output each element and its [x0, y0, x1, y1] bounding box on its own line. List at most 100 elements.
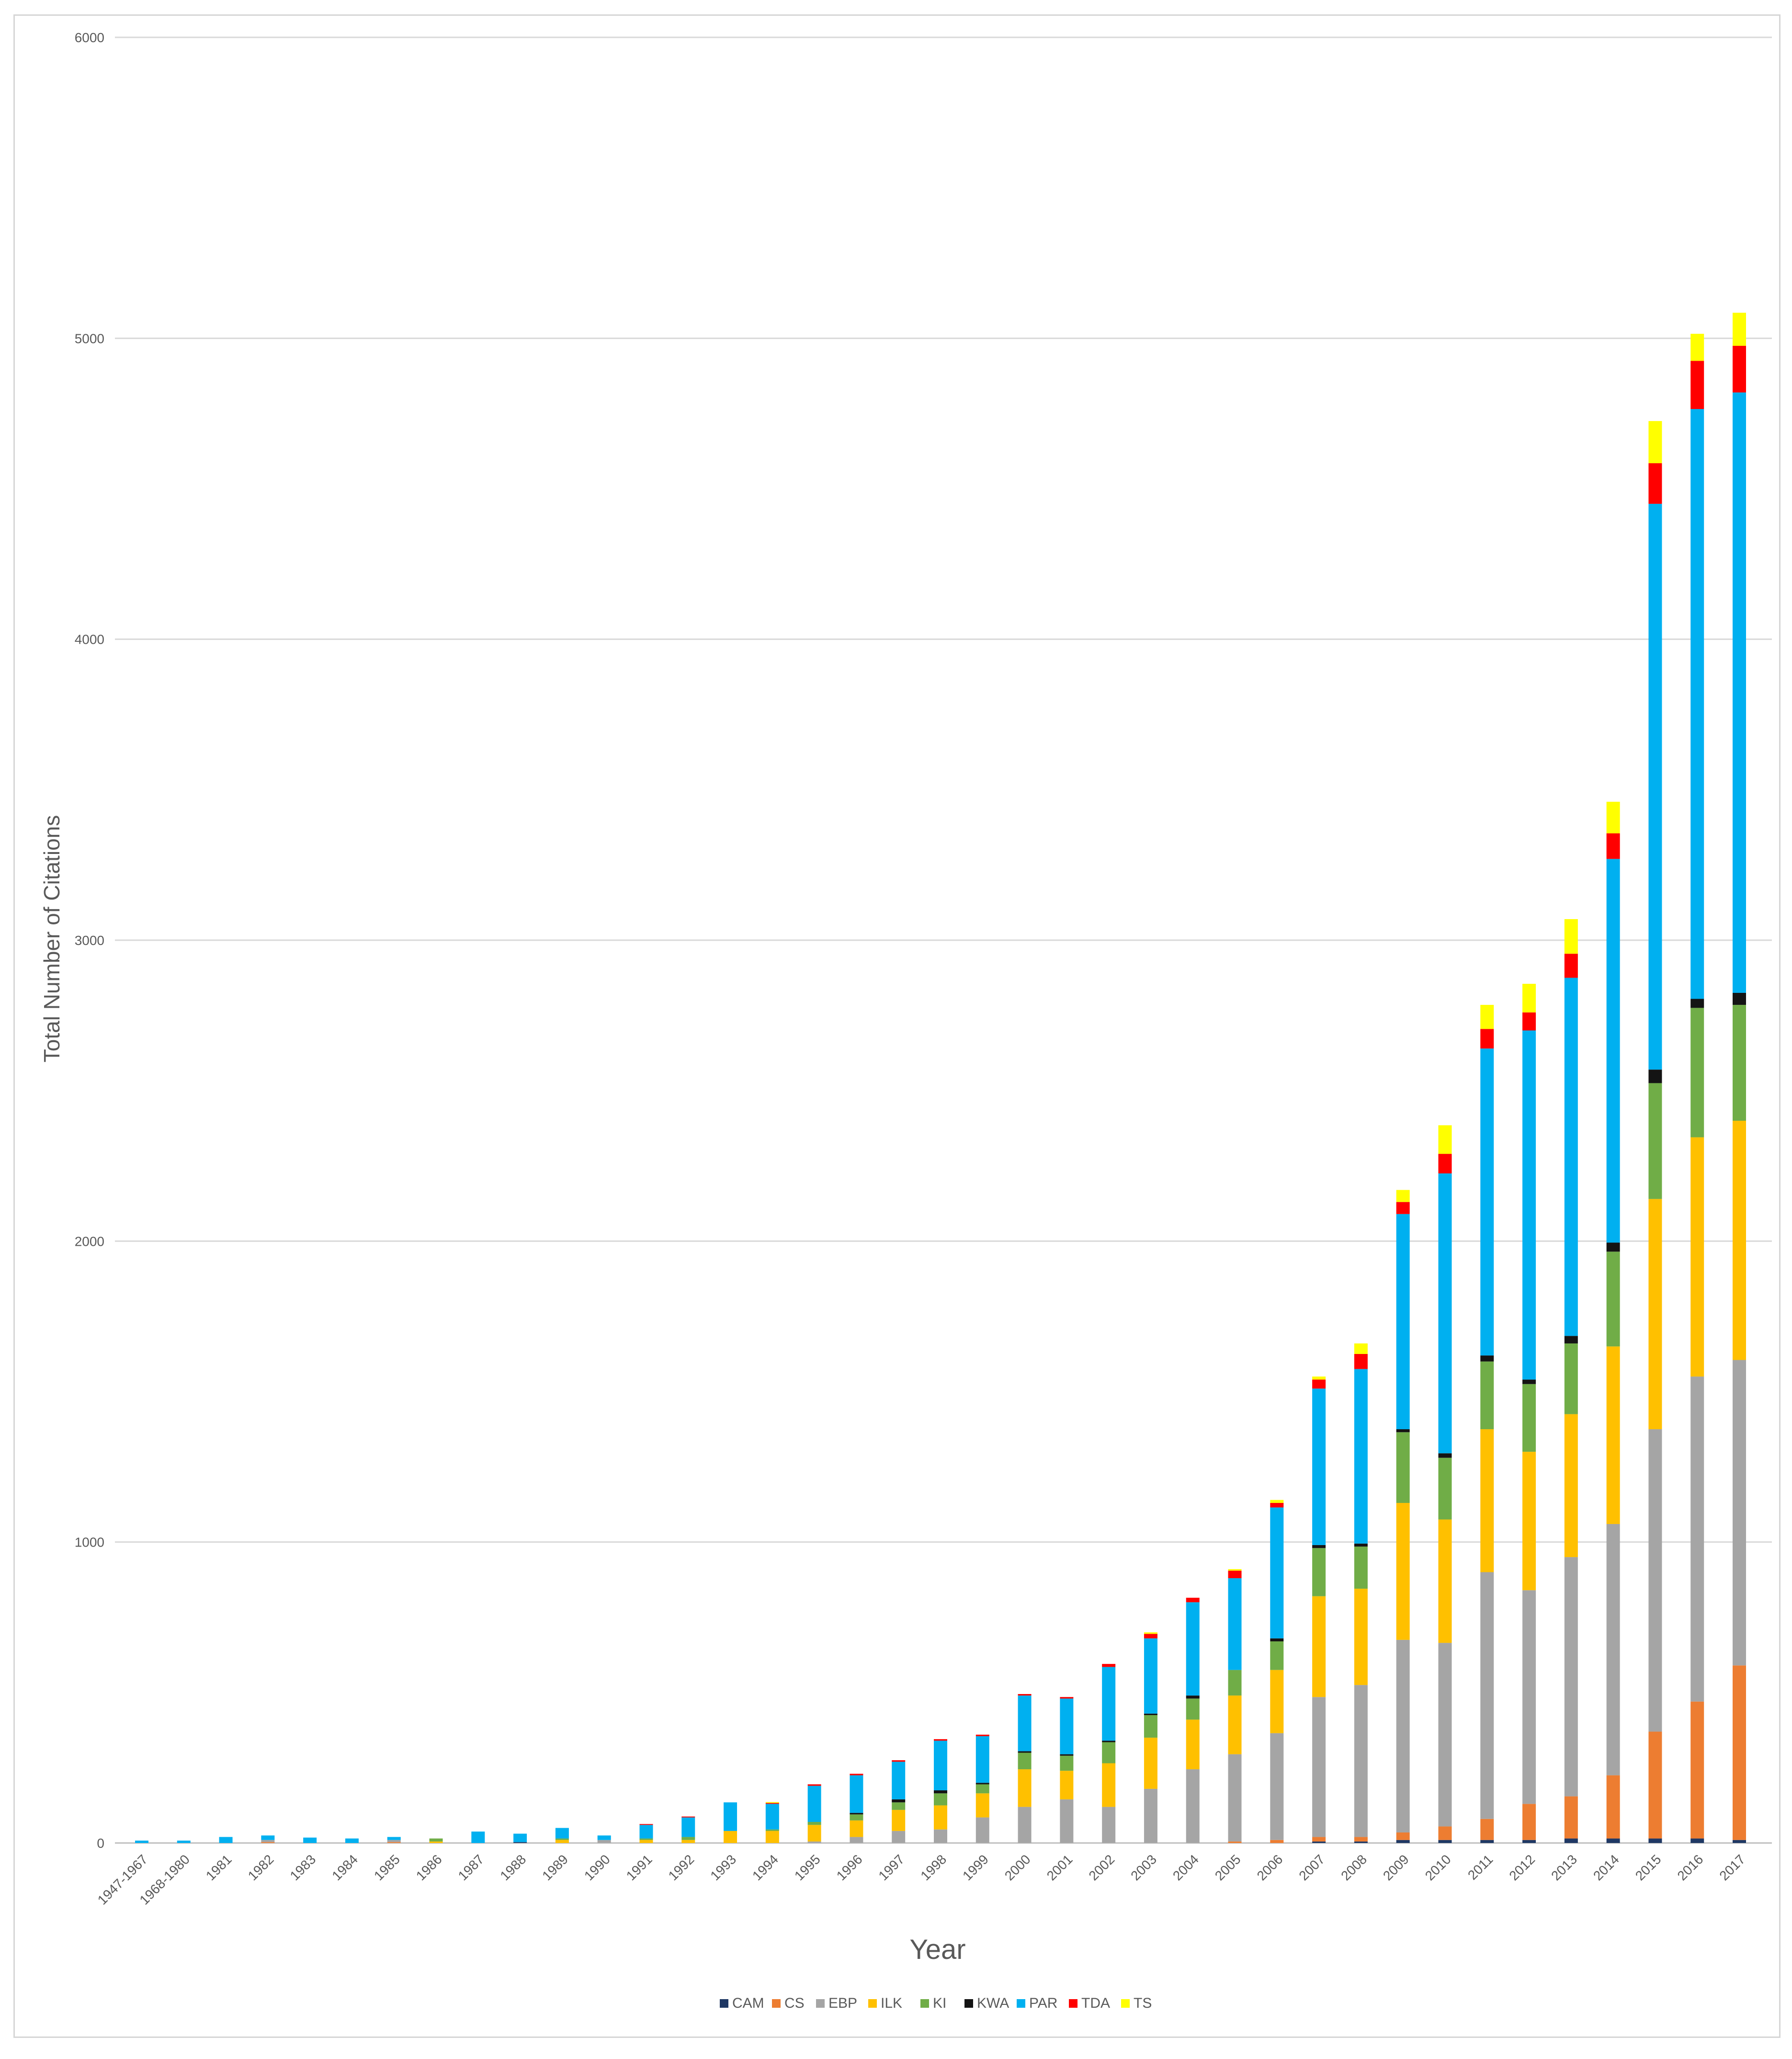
bar-segment-ilk [1396, 1502, 1410, 1640]
bar-segment-ebp [850, 1837, 863, 1843]
bar-segment-ilk [850, 1820, 863, 1837]
bar-segment-ki [975, 1784, 989, 1794]
bar-segment-ilk [1733, 1121, 1746, 1360]
bar-segment-ki [765, 1829, 779, 1831]
bar-segment-ts [1312, 1376, 1326, 1380]
legend-swatch-ki [920, 1999, 929, 2008]
x-tick-label: 2014 [1590, 1852, 1622, 1883]
bar-segment-kwa [1018, 1751, 1032, 1753]
bar-segment-ebp [975, 1817, 989, 1843]
bar-segment-ts [1396, 1190, 1410, 1202]
bar-segment-cs [1522, 1804, 1536, 1840]
x-tick-label: 1992 [666, 1852, 697, 1883]
bar-segment-tda [1606, 833, 1620, 859]
bar-segment-par [303, 1837, 317, 1843]
x-tick-label: 2017 [1716, 1852, 1748, 1883]
bar-segment-tda [1228, 1570, 1242, 1579]
legend-label-cs: CS [784, 1995, 805, 2011]
bar-segment-par [345, 1838, 359, 1843]
bar-segment-tda [765, 1803, 779, 1804]
bar-segment-ki [1564, 1343, 1578, 1414]
bar-segment-cam [1396, 1840, 1410, 1843]
bar-segment-cs [1648, 1731, 1662, 1839]
bar-segment-par [135, 1840, 148, 1843]
bar-segment-ts [1564, 919, 1578, 954]
bar-segment-ebp [1648, 1429, 1662, 1732]
bar-segment-par [513, 1833, 527, 1843]
legend-label-ilk: ILK [881, 1995, 902, 2011]
x-axis-title: Year [909, 1934, 965, 1965]
bar-segment-tda [1270, 1502, 1284, 1508]
bar-segment-ilk [807, 1825, 821, 1842]
bar-segment-ebp [892, 1831, 906, 1843]
bar-segment-ilk [1522, 1452, 1536, 1591]
bar-segment-kwa [1438, 1453, 1452, 1458]
x-tick-label: 2011 [1465, 1852, 1496, 1883]
bar-segment-ki [1606, 1251, 1620, 1347]
bar-segment-kwa [1733, 992, 1746, 1005]
bar-segment-cs [387, 1842, 401, 1843]
bar-segment-tda [934, 1739, 947, 1741]
bar-segment-ki [1144, 1715, 1157, 1738]
bar-segment-ebp [1690, 1376, 1704, 1702]
bar-segment-ki [850, 1814, 863, 1820]
bar-segment-ki [1228, 1670, 1242, 1696]
bar-segment-tda [1564, 954, 1578, 978]
bar-segment-tda [1438, 1154, 1452, 1173]
bar-segment-ilk [555, 1840, 569, 1843]
bar-segment-ts [1522, 984, 1536, 1012]
bar-segment-cam [513, 1842, 527, 1843]
x-tick-label: 1984 [329, 1852, 361, 1883]
bar-segment-par [934, 1740, 947, 1791]
bar-segment-tda [892, 1760, 906, 1762]
bar-segment-ilk [1312, 1596, 1326, 1697]
bar-segment-par [1018, 1695, 1032, 1752]
legend-swatch-kwa [964, 1999, 973, 2008]
bar-segment-ilk [724, 1831, 737, 1843]
bar-segment-kwa [1312, 1545, 1326, 1548]
bar-segment-tda [639, 1824, 653, 1825]
bar-segment-ilk [1354, 1589, 1368, 1685]
bar-segment-par [1270, 1507, 1284, 1638]
bar-segment-par [555, 1828, 569, 1839]
bar-segment-par [1354, 1369, 1368, 1544]
x-tick-label: 2000 [1002, 1852, 1033, 1883]
bar-segment-par [1312, 1388, 1326, 1545]
y-tick-label: 6000 [75, 30, 104, 45]
bar-segment-kwa [1690, 999, 1704, 1008]
x-tick-label: 1996 [834, 1852, 865, 1883]
bar-segment-ki [1060, 1755, 1074, 1771]
x-tick-label: 1994 [749, 1852, 781, 1883]
bar-segment-kwa [1354, 1543, 1368, 1547]
bar-segment-ebp [1060, 1799, 1074, 1843]
bar-segment-kwa [850, 1813, 863, 1815]
bar-segment-tda [1060, 1697, 1074, 1699]
bar-segment-ts [1438, 1125, 1452, 1154]
bar-segment-par [1102, 1667, 1116, 1741]
bar-segment-kwa [1270, 1638, 1284, 1642]
bar-segment-par [1186, 1602, 1200, 1696]
bar-segment-ki [1522, 1384, 1536, 1452]
bar-segment-ebp [1564, 1557, 1578, 1797]
bar-segment-kwa [1606, 1242, 1620, 1252]
x-tick-label: 2007 [1296, 1852, 1327, 1883]
x-tick-label: 1995 [792, 1852, 823, 1883]
y-tick-labels: 0 1000 2000 3000 4000 5000 6000 [75, 30, 104, 1851]
y-tick-label: 5000 [75, 331, 104, 346]
bar-segment-kwa [975, 1783, 989, 1785]
bar-segment-cam [1354, 1841, 1368, 1843]
bar-segment-ts [1690, 333, 1704, 361]
bar-segment-ebp [934, 1829, 947, 1843]
bar-segment-ebp [1354, 1685, 1368, 1837]
bar-segment-ki [1648, 1083, 1662, 1199]
bar-segment-kwa [1144, 1713, 1157, 1715]
bar-segment-kwa [1186, 1695, 1200, 1699]
bar-segment-ebp [1186, 1769, 1200, 1843]
bar-segment-ki [1270, 1641, 1284, 1670]
legend-label-tda: TDA [1081, 1995, 1110, 2011]
legend-label-kwa: KWA [977, 1995, 1009, 2011]
x-tick-label: 1982 [245, 1852, 277, 1883]
bar-segment-ts [1733, 312, 1746, 346]
